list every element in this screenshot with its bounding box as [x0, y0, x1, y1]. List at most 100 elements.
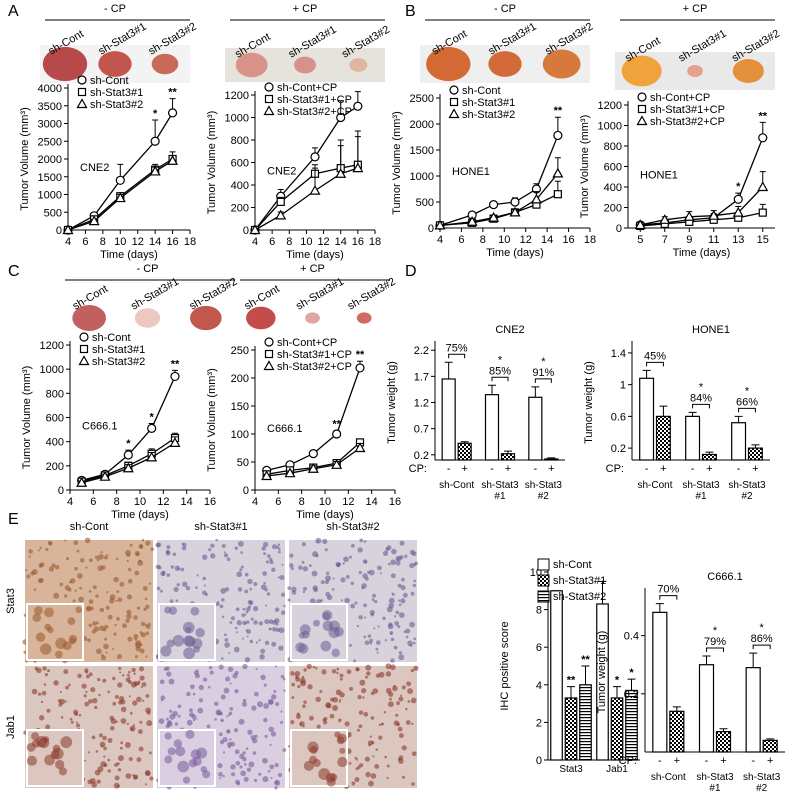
error-bar: [659, 405, 668, 417]
ihc-cell: [223, 687, 230, 694]
ihc-cell: [170, 565, 175, 569]
x-tick-label-box: sh-Stat3 #1: [696, 772, 733, 794]
ihc-cell: [166, 573, 171, 577]
ihc-cell: [87, 779, 93, 785]
ihc-cell: [186, 691, 191, 697]
ihc-cell: [246, 767, 252, 772]
ihc-cell: [297, 685, 301, 689]
ihc-cell: [348, 733, 352, 738]
ihc-cell: [119, 746, 123, 750]
ihc-cell: [194, 673, 200, 679]
ihc-cell: [37, 549, 40, 552]
ihc-cell: [23, 650, 27, 654]
ihc-cell: [379, 572, 382, 575]
ihc-cell: [150, 547, 155, 552]
ihc-cell: [283, 689, 286, 692]
y-tick-label: 0.7: [414, 424, 429, 436]
ihc-cell: [266, 592, 271, 596]
ihc-cell: [203, 584, 206, 587]
ihc-cell: [391, 548, 397, 555]
ihc-cell: [388, 597, 395, 604]
ihc-cell: [115, 599, 118, 602]
ihc-cell: [373, 627, 376, 630]
ihc-cell: [46, 708, 51, 713]
ihc-cell: [398, 651, 403, 655]
error-bar: [627, 678, 636, 691]
ihc-cell: [263, 552, 267, 556]
legend-label: sh-Stat3#2+CP: [650, 116, 725, 128]
legend-label: sh-Stat3#1: [553, 575, 606, 587]
ihc-cell: [94, 705, 98, 710]
ihc-cell: [338, 700, 341, 703]
ihc-cell: [301, 675, 305, 679]
legend-label: sh-Stat3#1: [92, 344, 145, 356]
ihc-cell: [249, 587, 253, 591]
ihc-cell: [42, 666, 47, 671]
error-bar: [598, 580, 607, 604]
ihc-cell: [339, 677, 343, 681]
ihc-cell: [124, 741, 131, 748]
ihc-cell: [114, 694, 119, 700]
y-tick-label: 0.6: [611, 411, 626, 423]
ihc-cell: [95, 594, 99, 598]
ihc-inset-cell: [190, 749, 201, 760]
ihc-cell: [128, 756, 133, 762]
ihc-cell: [132, 724, 136, 727]
ihc-cell: [220, 694, 226, 700]
ihc-cell: [344, 597, 350, 604]
ihc-cell: [401, 685, 406, 690]
x-tick-label: 4: [67, 496, 73, 508]
series-line: [439, 135, 559, 227]
y-tick-label: 1000: [40, 364, 64, 376]
ihc-inset-cell: [173, 739, 183, 748]
ihc-cell: [176, 583, 180, 587]
y-tick-label: 500: [416, 197, 434, 209]
y-tick-label: 100: [231, 429, 249, 441]
ihc-cell: [91, 735, 96, 740]
y-tick-label: 800: [46, 388, 64, 400]
y-tick-label: 1: [620, 380, 626, 392]
ihc-cell: [198, 698, 203, 703]
y-tick-label: 0: [616, 223, 622, 235]
ihc-cell: [326, 594, 333, 601]
y-tick-label: 1000: [598, 121, 622, 133]
x-tick-label: 8: [100, 236, 106, 248]
x-tick-label: 13: [732, 234, 744, 246]
ihc-cell: [165, 723, 170, 729]
ihc-cell: [113, 576, 119, 583]
data-point: [114, 192, 126, 203]
ihc-cell: [329, 713, 335, 719]
y-tick-label: 500: [44, 207, 62, 219]
ihc-cell: [134, 570, 140, 576]
ihc-cell: [133, 672, 136, 675]
data-point: [552, 167, 564, 178]
ihc-cell: [331, 588, 335, 591]
ihc-cell: [267, 554, 271, 559]
data-point: [122, 462, 134, 473]
ihc-inset-cell: [32, 613, 42, 623]
legend-swatch: [537, 590, 550, 603]
ihc-cell: [77, 673, 82, 679]
data-point: [488, 200, 499, 210]
ihc-cell: [84, 759, 87, 762]
x-tick-label: 6: [82, 236, 88, 248]
bracket: [692, 403, 710, 409]
ihc-cell: [238, 718, 245, 725]
ihc-cell: [331, 669, 337, 674]
ihc-cell: [303, 700, 307, 704]
ihc-cell: [234, 546, 239, 550]
ihc-cell: [168, 678, 175, 685]
ihc-cell: [269, 764, 275, 770]
ihc-cell: [126, 559, 129, 563]
ihc-cell: [126, 594, 133, 600]
ihc-cell: [242, 620, 247, 626]
x-tick-label-box: sh-Cont: [439, 480, 474, 491]
ihc-cell: [308, 715, 314, 721]
ihc-cell: [336, 671, 339, 675]
ihc-cell: [116, 784, 120, 788]
ihc-cell: [343, 556, 349, 563]
ihc-inset-cell: [337, 733, 347, 744]
ihc-cell: [23, 613, 27, 617]
x-tick-label: sh-Cont: [637, 480, 673, 491]
ihc-inset-cell: [322, 620, 334, 631]
